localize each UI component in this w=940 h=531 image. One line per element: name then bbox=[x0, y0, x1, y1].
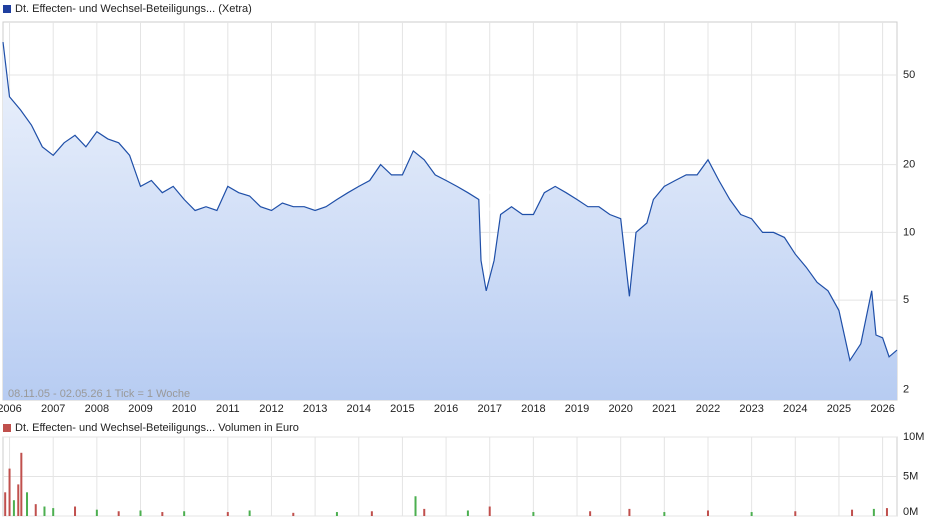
volume-bar bbox=[8, 468, 11, 516]
x-tick-label: 2018 bbox=[521, 403, 545, 415]
y-tick-label: 10M bbox=[903, 431, 924, 443]
annotation: 08.11.05 - 02.05.26 1 Tick = 1 Woche bbox=[8, 388, 190, 400]
price-line bbox=[2, 42, 898, 362]
volume-bar bbox=[589, 511, 592, 516]
x-tick-label: 2017 bbox=[477, 403, 501, 415]
volume-bar bbox=[370, 511, 373, 516]
volume-bar bbox=[663, 512, 666, 516]
volume-bar bbox=[706, 510, 709, 516]
y-tick-label: 5M bbox=[903, 470, 918, 482]
volume-bar bbox=[794, 511, 797, 516]
volume-bar bbox=[248, 510, 251, 516]
x-tick-label: 2019 bbox=[565, 403, 589, 415]
x-tick-label: 2021 bbox=[652, 403, 676, 415]
volume-bar bbox=[851, 509, 854, 516]
x-tick-label: 2008 bbox=[85, 403, 109, 415]
volume-bar bbox=[139, 510, 142, 516]
x-tick-label: 2010 bbox=[172, 403, 196, 415]
x-tick-label: 2006 bbox=[0, 403, 22, 415]
volume-bar bbox=[117, 511, 120, 516]
volume-bar bbox=[4, 492, 7, 516]
x-tick-label: 2016 bbox=[434, 403, 458, 415]
volume-bar bbox=[74, 506, 77, 516]
volume-bar bbox=[95, 509, 98, 516]
x-tick-label: 2025 bbox=[827, 403, 851, 415]
volume-bar bbox=[423, 508, 426, 516]
x-tick-label: 2020 bbox=[608, 403, 632, 415]
volume-bar bbox=[872, 508, 875, 516]
volume-bar bbox=[414, 496, 417, 516]
x-tick-label: 2024 bbox=[783, 403, 807, 415]
volume-bar bbox=[43, 506, 46, 516]
x-tick-label: 2012 bbox=[259, 403, 283, 415]
volume-bar bbox=[628, 508, 631, 516]
volume-bar bbox=[34, 504, 37, 516]
y-tick-label: 10 bbox=[903, 226, 915, 238]
chart-title: Dt. Effecten- und Wechsel-Beteiligungs..… bbox=[15, 3, 252, 15]
x-tick-label: 2014 bbox=[347, 403, 371, 415]
x-tick-label: 2015 bbox=[390, 403, 414, 415]
volume-bar bbox=[532, 512, 535, 516]
volume-bar bbox=[52, 508, 55, 516]
volume-bar bbox=[161, 512, 164, 516]
y-tick-label: 50 bbox=[903, 69, 915, 81]
y-tick-label: 0M bbox=[903, 506, 918, 518]
volume-bar bbox=[26, 492, 29, 516]
volume-bar bbox=[750, 512, 753, 516]
volume-bar bbox=[183, 511, 186, 516]
x-tick-label: 2022 bbox=[696, 403, 720, 415]
chart-title: Dt. Effecten- und Wechsel-Beteiligungs..… bbox=[15, 422, 299, 434]
volume-bar bbox=[885, 508, 888, 516]
x-tick-label: 2009 bbox=[128, 403, 152, 415]
volume-bar bbox=[466, 510, 469, 516]
x-tick-label: 2026 bbox=[870, 403, 894, 415]
y-tick-label: 2 bbox=[903, 384, 909, 396]
legend-swatch bbox=[3, 424, 11, 432]
y-tick-label: 20 bbox=[903, 159, 915, 171]
x-tick-label: 2007 bbox=[41, 403, 65, 415]
legend-swatch bbox=[3, 5, 11, 13]
x-tick-label: 2023 bbox=[739, 403, 763, 415]
volume-bar bbox=[20, 452, 23, 516]
volume-bar bbox=[335, 512, 338, 516]
x-tick-label: 2013 bbox=[303, 403, 327, 415]
volume-bar bbox=[12, 500, 15, 516]
x-tick-label: 2011 bbox=[216, 403, 240, 415]
area bbox=[3, 42, 897, 400]
volume-bar bbox=[17, 484, 20, 516]
volume-bar bbox=[292, 512, 295, 516]
volume-bar bbox=[488, 506, 491, 516]
y-tick-label: 5 bbox=[903, 294, 909, 306]
volume-bar bbox=[226, 512, 229, 516]
